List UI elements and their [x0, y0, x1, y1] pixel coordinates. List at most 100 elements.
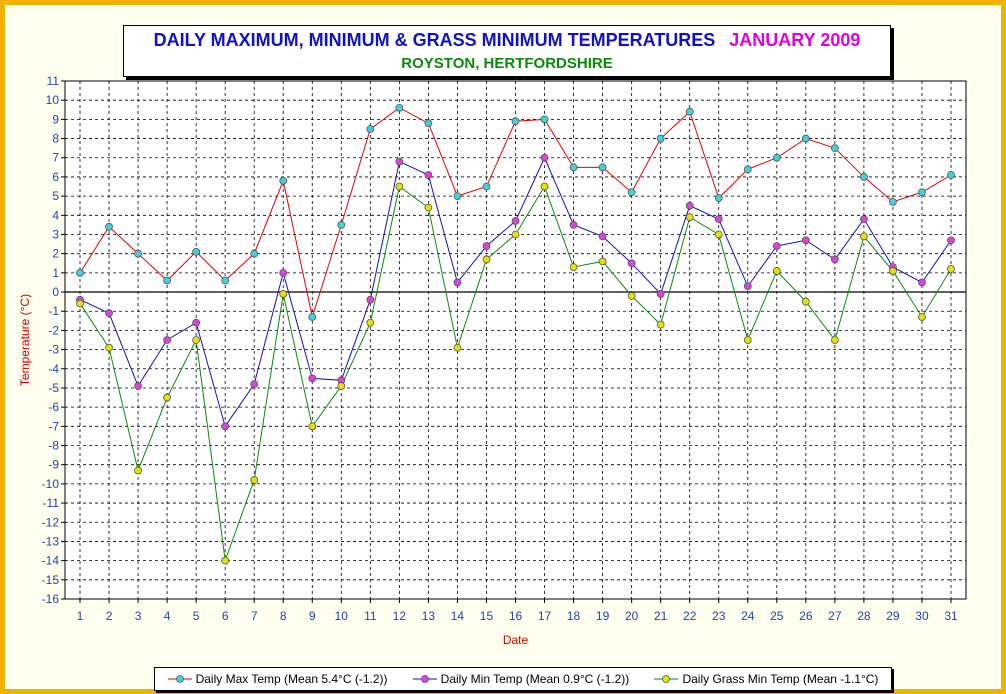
y-tick-label: -1 [48, 304, 59, 318]
x-tick-label: 17 [538, 609, 552, 623]
y-tick-label: -14 [42, 554, 60, 568]
x-tick-label: 27 [828, 609, 842, 623]
max-temp-point [918, 188, 926, 197]
max-temp-point [134, 249, 142, 258]
grass-min-temp-point [105, 343, 113, 352]
chart-period: JANUARY 2009 [729, 30, 861, 50]
y-axis-label: Temperature (°C) [18, 294, 32, 386]
x-tick-label: 5 [193, 609, 200, 623]
min-temp-point [134, 382, 142, 390]
grass-min-temp-point [221, 556, 230, 565]
legend-label: Daily Max Temp (Mean 5.4°C (-1.2)) [195, 672, 388, 686]
max-temp-point [801, 134, 810, 143]
legend-swatch-min-temp [412, 675, 437, 683]
min-temp-point [540, 153, 549, 162]
grass-min-temp-point [76, 299, 84, 308]
x-tick-label: 25 [770, 609, 784, 623]
y-tick-label: -3 [48, 343, 59, 357]
min-temp-point [395, 157, 404, 166]
title-line: DAILY MAXIMUM, MINIMUM & GRASS MINIMUM T… [124, 30, 890, 51]
max-temp-point [685, 107, 694, 116]
min-temp-point [250, 380, 259, 389]
max-temp-point [366, 125, 375, 133]
grass-min-temp-point [569, 263, 578, 271]
min-temp-point [627, 259, 636, 268]
grass-min-temp-point [279, 290, 288, 298]
grass-min-temp-point [830, 336, 839, 344]
x-tick-label: 26 [799, 609, 813, 623]
min-temp-point [192, 318, 201, 327]
y-tick-label: 11 [47, 74, 60, 88]
x-tick-label: 23 [712, 609, 726, 623]
grass-min-temp-point [714, 230, 723, 239]
grass-min-temp-point [163, 393, 172, 402]
grass-min-temp-point [656, 320, 665, 329]
grass-min-temp-point [134, 466, 142, 475]
grass-min-temp-point [627, 291, 636, 300]
x-tick-label: 12 [393, 609, 407, 623]
x-tick-label: 6 [222, 609, 229, 623]
grass-min-temp-point [250, 476, 259, 484]
min-temp-point [482, 242, 491, 250]
y-tick-label: -12 [42, 515, 60, 529]
x-tick-label: 15 [480, 609, 494, 623]
x-tick-label: 30 [915, 609, 929, 623]
x-tick-label: 31 [944, 609, 958, 623]
min-temp-point [714, 215, 723, 224]
y-tick-label: 5 [52, 189, 59, 203]
max-temp-point [860, 173, 868, 181]
max-temp-point [627, 188, 636, 197]
max-temp-point [511, 117, 520, 126]
y-tick-label: -4 [48, 362, 59, 376]
max-temp-point [308, 313, 317, 321]
legend-item-max-temp: Daily Max Temp (Mean 5.4°C (-1.2)) [167, 672, 388, 686]
grass-min-temp-point [947, 265, 955, 273]
grass-min-temp-point [395, 182, 404, 191]
grass-min-temp-point [743, 336, 752, 344]
grass-min-temp-point [424, 203, 433, 212]
min-temp-point [105, 309, 113, 318]
y-tick-label: 10 [46, 93, 60, 107]
y-tick-label: -15 [42, 573, 60, 587]
min-temp-point [918, 278, 926, 287]
max-temp-point [482, 182, 491, 191]
x-tick-label: 22 [683, 609, 697, 623]
min-temp-point [598, 232, 607, 241]
x-tick-label: 21 [654, 609, 668, 623]
min-temp-point [947, 236, 955, 245]
max-temp-point [250, 249, 259, 258]
max-temp-point [569, 163, 578, 172]
min-temp-point [424, 171, 433, 179]
y-tick-label: -16 [42, 592, 60, 606]
max-temp-point [453, 192, 462, 201]
legend-swatch-max-temp [167, 675, 192, 683]
y-tick-label: 3 [52, 227, 59, 241]
x-tick-label: 20 [625, 609, 639, 623]
grass-min-temp-point [860, 232, 868, 241]
grass-min-temp-point [918, 313, 926, 321]
min-temp-point [453, 278, 462, 287]
x-tick-label: 18 [567, 609, 581, 623]
legend-label: Daily Grass Min Temp (Mean -1.1°C) [682, 672, 879, 686]
legend-label: Daily Min Temp (Mean 0.9°C (-1.2)) [440, 672, 630, 686]
y-tick-label: -2 [48, 323, 59, 337]
y-tick-label: -11 [43, 496, 60, 510]
min-temp-point [830, 255, 839, 264]
max-temp-point [279, 176, 288, 185]
y-tick-label: -5 [48, 381, 59, 395]
x-tick-label: 14 [451, 609, 465, 623]
max-temp-point [598, 163, 607, 172]
min-temp-point [221, 422, 230, 431]
x-axis-label: Date [503, 633, 529, 647]
x-tick-label: 24 [741, 609, 755, 623]
grass-min-temp-point [801, 297, 810, 306]
grass-min-temp-point [540, 182, 549, 191]
max-temp-point [395, 103, 404, 112]
y-tick-label: 8 [52, 132, 59, 146]
y-tick-label: -9 [48, 458, 59, 472]
x-tick-label: 1 [77, 609, 84, 623]
min-temp-point [656, 290, 665, 298]
min-temp-point [308, 374, 317, 383]
x-tick-label: 2 [106, 609, 113, 623]
grass-min-temp-point [308, 422, 317, 431]
